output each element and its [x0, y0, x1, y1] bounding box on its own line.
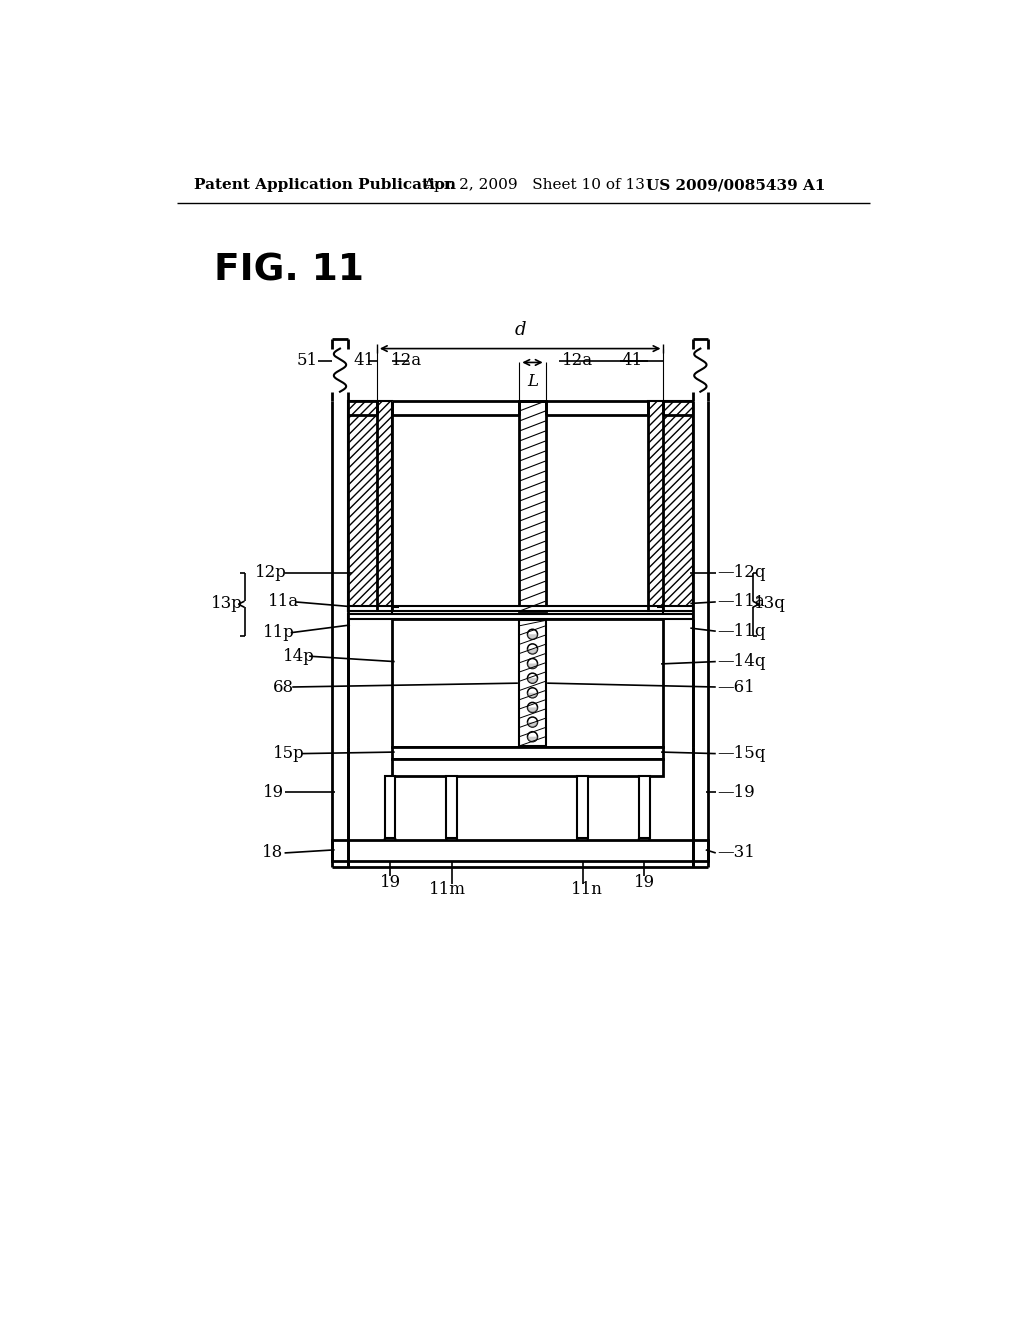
Bar: [519, 401, 546, 611]
Text: 11p: 11p: [263, 624, 295, 642]
Bar: [385, 776, 395, 838]
Bar: [648, 401, 692, 611]
Text: 12p: 12p: [255, 564, 287, 581]
Text: 11a: 11a: [267, 594, 299, 610]
Text: Patent Application Publication: Patent Application Publication: [194, 178, 456, 193]
Bar: [392, 747, 664, 759]
Text: —61: —61: [717, 678, 755, 696]
Text: 13p: 13p: [211, 595, 244, 612]
Text: —31: —31: [717, 845, 755, 862]
Bar: [392, 619, 664, 747]
Text: 12a: 12a: [562, 352, 593, 370]
Text: —12q: —12q: [717, 564, 766, 581]
Text: 68: 68: [273, 678, 294, 696]
Text: —11a: —11a: [717, 594, 765, 610]
Bar: [446, 776, 457, 838]
Bar: [392, 759, 664, 776]
Text: 19: 19: [263, 784, 284, 801]
Wedge shape: [527, 722, 538, 727]
Text: 19: 19: [380, 874, 400, 891]
Text: 41: 41: [622, 352, 643, 370]
Text: US 2009/0085439 A1: US 2009/0085439 A1: [646, 178, 826, 193]
Text: 15p: 15p: [273, 744, 305, 762]
Text: 12a: 12a: [391, 352, 422, 370]
Wedge shape: [527, 678, 538, 684]
Text: 14p: 14p: [283, 648, 315, 665]
Text: 51: 51: [297, 352, 318, 370]
Text: —19: —19: [717, 784, 755, 801]
Bar: [348, 401, 392, 611]
Text: —14q: —14q: [717, 653, 766, 671]
Text: 11n: 11n: [570, 882, 602, 899]
Bar: [519, 620, 546, 746]
Bar: [348, 606, 692, 611]
Text: FIG. 11: FIG. 11: [214, 252, 364, 288]
Bar: [578, 776, 588, 838]
Bar: [333, 840, 708, 861]
Bar: [639, 776, 649, 838]
Text: —11q: —11q: [717, 623, 766, 640]
Wedge shape: [527, 649, 538, 653]
Wedge shape: [527, 737, 538, 742]
Wedge shape: [527, 664, 538, 668]
Bar: [392, 401, 519, 611]
Bar: [348, 614, 692, 619]
Text: 41: 41: [354, 352, 375, 370]
Text: 19: 19: [634, 874, 654, 891]
Wedge shape: [527, 635, 538, 639]
Text: 11m: 11m: [429, 882, 466, 899]
Bar: [546, 401, 648, 611]
Text: d: d: [514, 321, 526, 339]
Text: 18: 18: [261, 845, 283, 862]
Wedge shape: [527, 708, 538, 713]
Wedge shape: [527, 693, 538, 698]
Text: —15q: —15q: [717, 744, 766, 762]
Text: 13q: 13q: [755, 595, 786, 612]
Text: Apr. 2, 2009   Sheet 10 of 13: Apr. 2, 2009 Sheet 10 of 13: [423, 178, 645, 193]
Text: L: L: [527, 374, 538, 391]
